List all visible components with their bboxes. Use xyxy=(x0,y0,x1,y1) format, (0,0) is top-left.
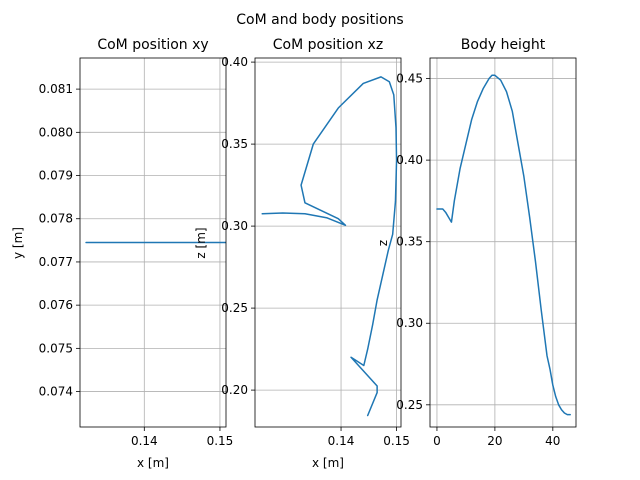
xtick-label-com-xz-1: 0.15 xyxy=(383,434,410,448)
ytick-label-body-height-3: 0.40 xyxy=(396,153,423,167)
ytick-label-com-xy-1: 0.075 xyxy=(39,341,73,355)
ytick-label-com-xz-4: 0.40 xyxy=(221,55,248,69)
axes-frame-com-xy xyxy=(79,57,227,428)
xtick-label-com-xy-1: 0.15 xyxy=(207,434,234,448)
ytick-label-body-height-1: 0.30 xyxy=(396,316,423,330)
ytick-label-com-xz-2: 0.30 xyxy=(221,219,248,233)
ytick-label-com-xy-3: 0.077 xyxy=(39,255,73,269)
ytick-label-body-height-0: 0.25 xyxy=(396,398,423,412)
xtick-label-body-height-2: 40 xyxy=(545,434,560,448)
ytick-label-com-xy-7: 0.081 xyxy=(39,82,73,96)
figure-suptitle: CoM and body positions xyxy=(236,12,403,28)
ytick-label-com-xy-4: 0.078 xyxy=(39,212,73,226)
panel-body-height: Body height 0 20 40 0.25 0.30 0.35 0.40 0.45 xyxy=(396,37,577,448)
ytick-label-com-xz-0: 0.20 xyxy=(221,383,248,397)
ytick-label-com-xy-2: 0.076 xyxy=(39,298,73,312)
ytick-label-com-xy-0: 0.074 xyxy=(39,385,73,399)
ytick-label-com-xz-1: 0.25 xyxy=(221,301,248,315)
ytick-label-com-xy-6: 0.080 xyxy=(39,125,73,139)
series-line-body-height-0 xyxy=(436,74,571,416)
ytick-label-body-height-4: 0.45 xyxy=(396,72,423,86)
ytick-label-body-height-2: 0.35 xyxy=(396,235,423,249)
panel-title-body-height: Body height xyxy=(461,37,546,53)
ylabel-com-xz: z [m] xyxy=(194,227,208,258)
panel-title-com-xz: CoM position xz xyxy=(273,37,383,53)
xlabel-com-xz: x [m] xyxy=(312,456,344,470)
xlabel-com-xy: x [m] xyxy=(137,456,169,470)
ylabel-com-xy: y [m] xyxy=(11,227,25,259)
panel-com-xy: CoM position xy x [m] y [m] 0.14 0.15 0.07… xyxy=(11,37,233,470)
xtick-label-com-xz-0: 0.14 xyxy=(328,434,355,448)
right-label-com-xz: z xyxy=(377,240,391,246)
panel-title-com-xy: CoM position xy xyxy=(97,37,208,53)
ytick-label-com-xy-5: 0.079 xyxy=(39,169,73,183)
series-line-com-xz-0 xyxy=(261,76,398,417)
axes-frame-com-xz xyxy=(254,57,402,428)
axes-frame-body-height xyxy=(429,57,577,428)
panel-com-xz: CoM position xz x [m] z [m] z 0.14 0.15 0.… xyxy=(194,37,410,470)
ytick-label-com-xz-3: 0.35 xyxy=(221,137,248,151)
xtick-label-body-height-0: 0 xyxy=(433,434,441,448)
xtick-label-com-xy-0: 0.14 xyxy=(131,434,158,448)
xtick-label-body-height-1: 20 xyxy=(487,434,502,448)
